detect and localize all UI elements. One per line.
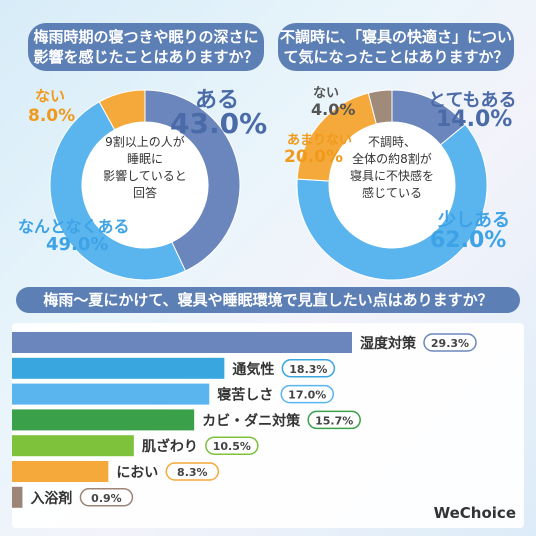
pie1-value-nai: 8.0% xyxy=(28,106,76,126)
pie2-label-totemo: とてもある xyxy=(428,90,517,111)
bar-value-label: 10.5% xyxy=(213,440,251,453)
bar-2 xyxy=(12,383,210,405)
bar-title: 梅雨〜夏にかけて、寝具や睡眠環境で見直したい点はありますか？ xyxy=(16,287,520,313)
bar-value-label: 15.7% xyxy=(315,414,353,427)
pie1-label-nantonaku: なんとなくある xyxy=(18,217,130,236)
pie2-value-amari: 20.0% xyxy=(284,147,343,167)
pie2-center-line: 不調時、 xyxy=(367,135,416,149)
pie2-center-line: 寝具に不快感を xyxy=(349,169,434,183)
bar-category-label: 入浴剤 xyxy=(30,490,72,507)
pie1-value-nantonaku: 49.0% xyxy=(46,234,109,255)
pie1-title: 梅雨時期の寝つきや眠りの深さに影響を感じたことはありますか？ xyxy=(28,23,264,71)
bar-4 xyxy=(12,435,134,457)
pie2-donut xyxy=(296,89,488,281)
pie2-slice-1 xyxy=(296,123,488,281)
bar-title-text: 梅雨〜夏にかけて、寝具や睡眠環境で見直したい点はありますか？ xyxy=(43,291,493,309)
bar-value-badge xyxy=(307,410,361,430)
pie1-value-aru: 43.0% xyxy=(170,107,268,140)
bar-value-label: 0.9% xyxy=(91,492,122,505)
bar-category-label: 湿度対策 xyxy=(360,335,417,352)
pie1-center-line: 9割以上の人が xyxy=(105,135,185,149)
pie2-label-amari: あまりない xyxy=(287,133,353,148)
pie2-value-nai: 4.0% xyxy=(311,100,356,119)
bar-value-label: 8.3% xyxy=(177,466,208,479)
pie2-title-text: 不調時に、「寝具の快適さ」について気になったことはありますか？ xyxy=(279,28,513,66)
pie1-label-nai: ない xyxy=(35,87,66,105)
pie2-center-line: 全体の約8割が xyxy=(352,152,432,166)
pie1-title-text: 梅雨時期の寝つきや眠りの深さに影響を感じたことはありますか？ xyxy=(33,28,259,66)
bar-category-label: 通気性 xyxy=(232,361,274,378)
bar-value-badge xyxy=(165,462,220,481)
bar-value-label: 18.3% xyxy=(289,363,327,376)
bar-5 xyxy=(12,461,109,482)
pie2-title: 不調時に、「寝具の快適さ」について気になったことはありますか？ xyxy=(278,23,514,71)
pie1-center-line: 睡眠に xyxy=(126,152,163,166)
pie1-center-line: 回答 xyxy=(132,186,157,200)
bar-category-label: カビ・ダニ対策 xyxy=(202,412,301,429)
pie1-hole xyxy=(82,122,208,248)
pie1-label-aru: ある xyxy=(195,88,240,113)
pie2-hole xyxy=(329,122,455,248)
pie2-value-totemo: 14.0% xyxy=(436,107,513,132)
pie1-center-line: 影響していると xyxy=(103,169,187,183)
bar-category-label: 肌ざわり xyxy=(142,438,198,455)
bar-value-badge xyxy=(281,359,336,378)
pie2-label-sukoshi: 少しある xyxy=(438,210,510,231)
bar-chart: 湿度対策 29.3% 通気性 18.3% 寝苦しさ 17.0% カビ・ダニ対策 15.7% 肌ざ… xyxy=(12,332,477,508)
bar-value-badge xyxy=(423,333,477,352)
bar-value-badge xyxy=(280,384,335,404)
bar-1 xyxy=(12,357,225,379)
bar-value-badge xyxy=(79,488,134,507)
pie2-label-nai: ない xyxy=(313,86,340,101)
bar-6 xyxy=(12,486,23,508)
pie1-donut xyxy=(49,89,241,281)
pie1-center-text: 9割以上の人が 睡眠に 影響していると 回答 xyxy=(75,134,215,202)
pie2-center-line: 感じている xyxy=(361,186,422,200)
bar-category-label: 寝苦しさ xyxy=(217,387,273,404)
bar-category-label: におい xyxy=(116,465,158,481)
bar-0 xyxy=(12,332,352,353)
bar-value-label: 17.0% xyxy=(288,389,326,402)
bar-value-label: 29.3% xyxy=(431,337,469,350)
pie2-value-sukoshi: 62.0% xyxy=(430,228,507,253)
pie2-center-text: 不調時、 全体の約8割が 寝具に不快感を 感じている xyxy=(322,134,462,202)
brand-logo: WeChoice xyxy=(433,504,516,522)
bar-3 xyxy=(12,409,195,431)
bar-value-badge xyxy=(205,436,259,455)
